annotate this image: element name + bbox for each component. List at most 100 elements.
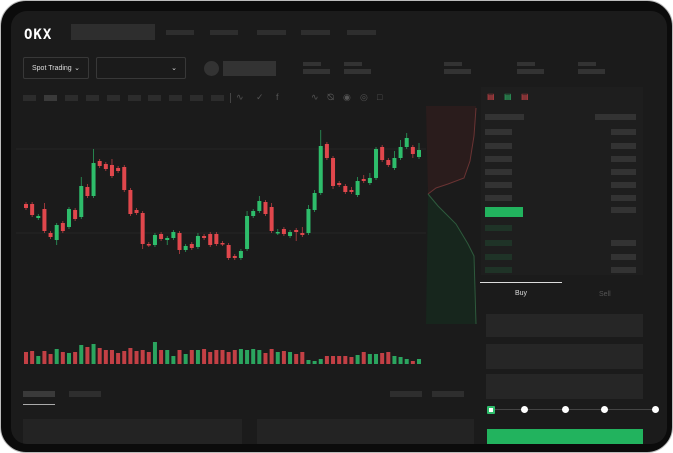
ask-price[interactable] bbox=[485, 182, 512, 188]
bid-price[interactable] bbox=[485, 225, 512, 231]
ask-amount[interactable] bbox=[611, 182, 636, 188]
slider-mark-100[interactable] bbox=[652, 406, 659, 413]
stat-label bbox=[303, 62, 321, 66]
tab-open-orders[interactable] bbox=[23, 391, 55, 397]
slider-mark-25[interactable] bbox=[521, 406, 528, 413]
bid-price[interactable] bbox=[485, 240, 512, 246]
candle-body bbox=[288, 232, 293, 236]
volume-bar bbox=[109, 350, 114, 364]
volume-bar bbox=[398, 357, 403, 364]
volume-bar bbox=[30, 351, 35, 364]
volume-bar bbox=[146, 352, 151, 364]
nav-item[interactable] bbox=[301, 30, 330, 35]
timeframe-button[interactable] bbox=[23, 95, 36, 101]
timeframe-button[interactable] bbox=[148, 95, 161, 101]
ruler-icon[interactable]: ⦰ bbox=[327, 92, 335, 102]
bid-amount[interactable] bbox=[611, 240, 636, 246]
fullscreen-icon[interactable]: □ bbox=[377, 92, 383, 102]
candle-body bbox=[189, 244, 194, 248]
tab-sell[interactable]: Sell bbox=[599, 291, 611, 298]
ask-depth-area bbox=[426, 106, 476, 194]
candlestick-chart[interactable] bbox=[11, 11, 481, 381]
volume-bar bbox=[355, 355, 360, 364]
pair-dropdown[interactable]: ⌄ bbox=[96, 57, 186, 79]
ask-price[interactable] bbox=[485, 129, 512, 135]
ask-amount[interactable] bbox=[611, 207, 636, 213]
candle-body bbox=[263, 202, 268, 214]
camera-icon[interactable]: ◉ bbox=[343, 92, 351, 102]
slider-mark-50[interactable] bbox=[562, 406, 569, 413]
bid-amount[interactable] bbox=[611, 267, 636, 273]
ask-price[interactable] bbox=[485, 169, 512, 175]
timeframe-button[interactable] bbox=[86, 95, 99, 101]
ask-amount[interactable] bbox=[611, 143, 636, 149]
target-icon[interactable]: ◎ bbox=[360, 92, 368, 102]
candle-body bbox=[392, 158, 397, 168]
volume-bar bbox=[208, 352, 213, 364]
nav-item[interactable] bbox=[166, 30, 194, 35]
timeframe-button[interactable] bbox=[190, 95, 203, 101]
stat-label bbox=[517, 62, 535, 66]
price-input[interactable] bbox=[486, 314, 643, 337]
timeframe-button[interactable] bbox=[211, 95, 224, 101]
filter-button[interactable] bbox=[432, 391, 464, 397]
fx-icon[interactable]: f bbox=[276, 92, 279, 102]
tab-buy[interactable]: Buy bbox=[515, 290, 528, 297]
ask-price[interactable] bbox=[485, 143, 512, 149]
book-buy-icon[interactable]: ▤ bbox=[504, 92, 512, 101]
volume-bar bbox=[232, 350, 237, 364]
pair-name bbox=[223, 61, 276, 76]
volume-bar bbox=[122, 351, 127, 364]
line-tool-icon[interactable]: ∿ bbox=[236, 92, 244, 102]
volume-bar bbox=[79, 345, 84, 364]
volume-bar bbox=[220, 350, 225, 364]
slider-mark-75[interactable] bbox=[601, 406, 608, 413]
timeframe-button[interactable] bbox=[65, 95, 78, 101]
filter-button[interactable] bbox=[390, 391, 422, 397]
candle-body bbox=[208, 234, 213, 245]
timeframe-button[interactable] bbox=[169, 95, 182, 101]
candle-body bbox=[66, 209, 71, 227]
ask-amount[interactable] bbox=[611, 195, 636, 201]
nav-item[interactable] bbox=[257, 30, 286, 35]
slider-handle[interactable] bbox=[487, 406, 495, 414]
candle-body bbox=[300, 233, 305, 235]
ask-amount[interactable] bbox=[611, 169, 636, 175]
nav-item[interactable] bbox=[347, 30, 376, 35]
nav-item[interactable] bbox=[210, 30, 238, 35]
bid-amount[interactable] bbox=[611, 254, 636, 260]
volume-bar bbox=[134, 351, 139, 364]
volume-bar bbox=[392, 356, 397, 364]
coin-icon bbox=[204, 61, 219, 76]
amount-input[interactable] bbox=[486, 344, 643, 369]
bid-price[interactable] bbox=[485, 254, 512, 260]
stat-value bbox=[578, 69, 605, 74]
candle-body bbox=[54, 225, 59, 240]
wave-icon[interactable]: ∿ bbox=[311, 92, 319, 102]
volume-bar bbox=[238, 349, 243, 364]
search-bar[interactable] bbox=[71, 24, 155, 40]
candle-body bbox=[214, 234, 219, 244]
candle-body bbox=[220, 243, 225, 245]
book-both-icon[interactable]: ▤ bbox=[487, 92, 495, 101]
book-sell-icon[interactable]: ▤ bbox=[521, 92, 529, 101]
ask-price[interactable] bbox=[485, 195, 512, 201]
okx-logo[interactable]: OKX bbox=[24, 27, 53, 43]
tab-order-history[interactable] bbox=[69, 391, 101, 397]
timeframe-button[interactable] bbox=[107, 95, 120, 101]
market-type-dropdown[interactable]: Spot Trading ⌄ bbox=[23, 57, 89, 79]
timeframe-button[interactable] bbox=[44, 95, 57, 101]
bid-price[interactable] bbox=[485, 267, 512, 273]
ask-amount[interactable] bbox=[611, 129, 636, 135]
indicator-icon[interactable]: ✓ bbox=[256, 92, 264, 102]
ask-amount[interactable] bbox=[611, 156, 636, 162]
volume-bar bbox=[202, 349, 207, 364]
timeframe-button[interactable] bbox=[128, 95, 141, 101]
buy-submit-button[interactable] bbox=[487, 429, 643, 444]
ask-price[interactable] bbox=[485, 156, 512, 162]
total-input[interactable] bbox=[486, 374, 643, 399]
candle-body bbox=[355, 181, 360, 195]
candle-body bbox=[152, 235, 157, 245]
chevron-down-icon: ⌄ bbox=[74, 65, 80, 72]
slider-track[interactable] bbox=[491, 409, 657, 410]
